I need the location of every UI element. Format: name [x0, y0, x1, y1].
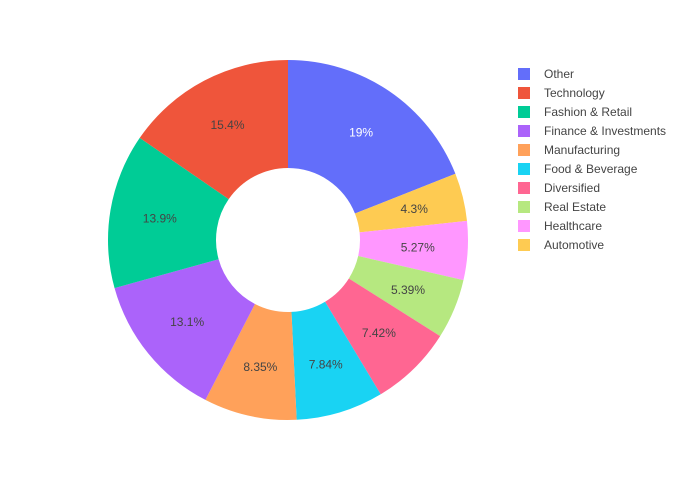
legend-swatch-fashion-retail [518, 106, 530, 118]
slice-fashion-retail[interactable] [107, 137, 229, 289]
legend-item-finance-investments[interactable]: Finance & Investments [518, 124, 666, 138]
slice-diversified[interactable] [325, 278, 441, 395]
legend-label-automotive: Automotive [544, 238, 604, 252]
chart-slices [107, 60, 468, 420]
legend-swatch-technology [518, 87, 530, 99]
slice-label-manufacturing: 8.35% [243, 360, 277, 374]
legend-label-manufacturing: Manufacturing [544, 143, 620, 157]
legend-swatch-food-beverage [518, 163, 530, 175]
slice-automotive[interactable] [354, 173, 467, 233]
legend-item-manufacturing[interactable]: Manufacturing [518, 143, 620, 157]
chart-slice-labels: 19% 4.3% 5.27% 5.39% 7.42% 7.84% 8.35% 13.1% 13.… [143, 118, 435, 374]
legend-item-diversified[interactable]: Diversified [518, 181, 600, 195]
legend-item-real-estate[interactable]: Real Estate [518, 200, 606, 214]
legend-swatch-real-estate [518, 201, 530, 213]
slice-label-technology: 15.4% [210, 118, 244, 132]
legend-item-healthcare[interactable]: Healthcare [518, 219, 602, 233]
slice-healthcare[interactable] [358, 220, 468, 281]
slice-label-finance-investments: 13.1% [170, 315, 204, 329]
slice-label-healthcare: 5.27% [401, 241, 435, 255]
slice-label-fashion-retail: 13.9% [143, 212, 177, 226]
slice-other[interactable] [288, 60, 456, 214]
legend-label-food-beverage: Food & Beverage [544, 162, 638, 176]
legend-swatch-healthcare [518, 220, 530, 232]
legend-label-finance-investments: Finance & Investments [544, 124, 666, 138]
slice-manufacturing[interactable] [205, 303, 297, 420]
slice-label-food-beverage: 7.84% [309, 357, 343, 371]
legend-swatch-finance-investments [518, 125, 530, 137]
legend-label-other: Other [544, 67, 574, 81]
legend-item-other[interactable]: Other [518, 67, 574, 81]
legend-label-fashion-retail: Fashion & Retail [544, 105, 632, 119]
slice-label-diversified: 7.42% [362, 326, 396, 340]
legend-label-real-estate: Real Estate [544, 200, 606, 214]
slice-label-real-estate: 5.39% [391, 283, 425, 297]
slice-label-other: 19% [349, 125, 373, 139]
slice-label-automotive: 4.3% [401, 202, 429, 216]
chart-legend[interactable]: Other Technology Fashion & Retail Finance &… [518, 67, 666, 252]
legend-item-technology[interactable]: Technology [518, 86, 605, 100]
legend-item-food-beverage[interactable]: Food & Beverage [518, 162, 638, 176]
slice-technology[interactable] [139, 60, 288, 200]
legend-swatch-manufacturing [518, 144, 530, 156]
legend-item-automotive[interactable]: Automotive [518, 238, 604, 252]
legend-label-technology: Technology [544, 86, 605, 100]
legend-label-healthcare: Healthcare [544, 219, 602, 233]
legend-label-diversified: Diversified [544, 181, 600, 195]
legend-swatch-other [518, 68, 530, 80]
legend-item-fashion-retail[interactable]: Fashion & Retail [518, 105, 632, 119]
slice-finance-investments[interactable] [114, 259, 255, 400]
slice-real-estate[interactable] [348, 256, 464, 337]
legend-swatch-diversified [518, 182, 530, 194]
legend-swatch-automotive [518, 239, 530, 251]
slice-food-beverage[interactable] [291, 301, 381, 420]
